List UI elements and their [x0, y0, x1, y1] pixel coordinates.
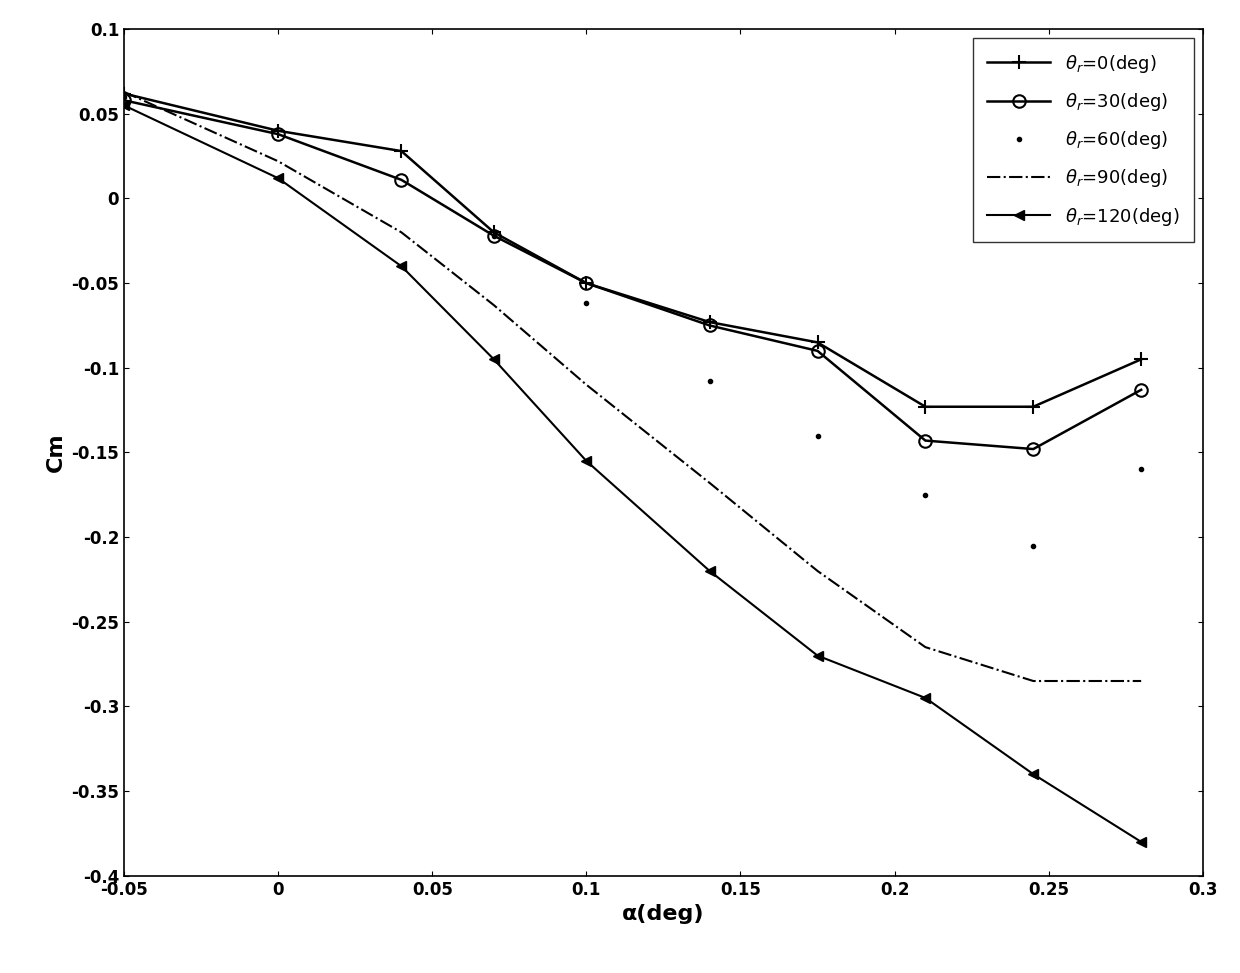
$\theta_r$=0(deg): [918, 401, 932, 413]
$\theta_r$=60(deg): [117, 91, 131, 103]
$\theta_r$=30(deg): [1133, 384, 1148, 396]
Line: $\theta_r$=60(deg): $\theta_r$=60(deg): [120, 92, 1146, 550]
$\theta_r$=0(deg): [579, 277, 594, 289]
$\theta_r$=120(deg): [579, 455, 594, 467]
$\theta_r$=0(deg): [1133, 353, 1148, 365]
Legend: $\theta_r$=0(deg), $\theta_r$=30(deg), $\theta_r$=60(deg), $\theta_r$=90(deg), $: $\theta_r$=0(deg), $\theta_r$=30(deg), $…: [972, 38, 1194, 242]
$\theta_r$=60(deg): [810, 430, 825, 442]
$\theta_r$=0(deg): [270, 125, 285, 136]
Line: $\theta_r$=120(deg): $\theta_r$=120(deg): [119, 100, 1146, 847]
$\theta_r$=30(deg): [486, 230, 501, 241]
$\theta_r$=0(deg): [117, 88, 131, 99]
Y-axis label: Cm: Cm: [46, 433, 66, 472]
$\theta_r$=90(deg): [270, 156, 285, 167]
$\theta_r$=60(deg): [1133, 463, 1148, 475]
$\theta_r$=30(deg): [579, 277, 594, 289]
$\theta_r$=90(deg): [1133, 675, 1148, 687]
$\theta_r$=60(deg): [918, 488, 932, 500]
$\theta_r$=120(deg): [1133, 836, 1148, 847]
$\theta_r$=90(deg): [579, 378, 594, 390]
$\theta_r$=120(deg): [486, 353, 501, 365]
$\theta_r$=30(deg): [1025, 444, 1040, 455]
$\theta_r$=0(deg): [486, 227, 501, 238]
$\theta_r$=30(deg): [918, 435, 932, 447]
$\theta_r$=120(deg): [1025, 769, 1040, 780]
$\theta_r$=60(deg): [579, 298, 594, 309]
$\theta_r$=90(deg): [394, 227, 409, 238]
$\theta_r$=90(deg): [117, 86, 131, 97]
$\theta_r$=30(deg): [394, 174, 409, 186]
$\theta_r$=90(deg): [702, 477, 717, 488]
$\theta_r$=90(deg): [810, 565, 825, 577]
$\theta_r$=120(deg): [702, 565, 717, 577]
$\theta_r$=30(deg): [117, 94, 131, 106]
$\theta_r$=60(deg): [702, 376, 717, 387]
$\theta_r$=30(deg): [702, 319, 717, 331]
$\theta_r$=30(deg): [810, 345, 825, 357]
X-axis label: α(deg): α(deg): [622, 904, 704, 924]
$\theta_r$=0(deg): [810, 337, 825, 348]
$\theta_r$=120(deg): [117, 99, 131, 111]
$\theta_r$=60(deg): [486, 230, 501, 241]
$\theta_r$=30(deg): [270, 128, 285, 140]
Line: $\theta_r$=90(deg): $\theta_r$=90(deg): [124, 91, 1141, 681]
$\theta_r$=0(deg): [394, 145, 409, 157]
$\theta_r$=90(deg): [918, 641, 932, 653]
Line: $\theta_r$=30(deg): $\theta_r$=30(deg): [118, 94, 1147, 455]
$\theta_r$=0(deg): [1025, 401, 1040, 413]
$\theta_r$=60(deg): [1025, 540, 1040, 552]
Line: $\theta_r$=0(deg): $\theta_r$=0(deg): [117, 87, 1148, 414]
$\theta_r$=0(deg): [702, 316, 717, 328]
$\theta_r$=120(deg): [270, 172, 285, 184]
$\theta_r$=90(deg): [486, 300, 501, 311]
$\theta_r$=120(deg): [810, 650, 825, 662]
$\theta_r$=90(deg): [1025, 675, 1040, 687]
$\theta_r$=120(deg): [918, 692, 932, 703]
$\theta_r$=120(deg): [394, 261, 409, 272]
